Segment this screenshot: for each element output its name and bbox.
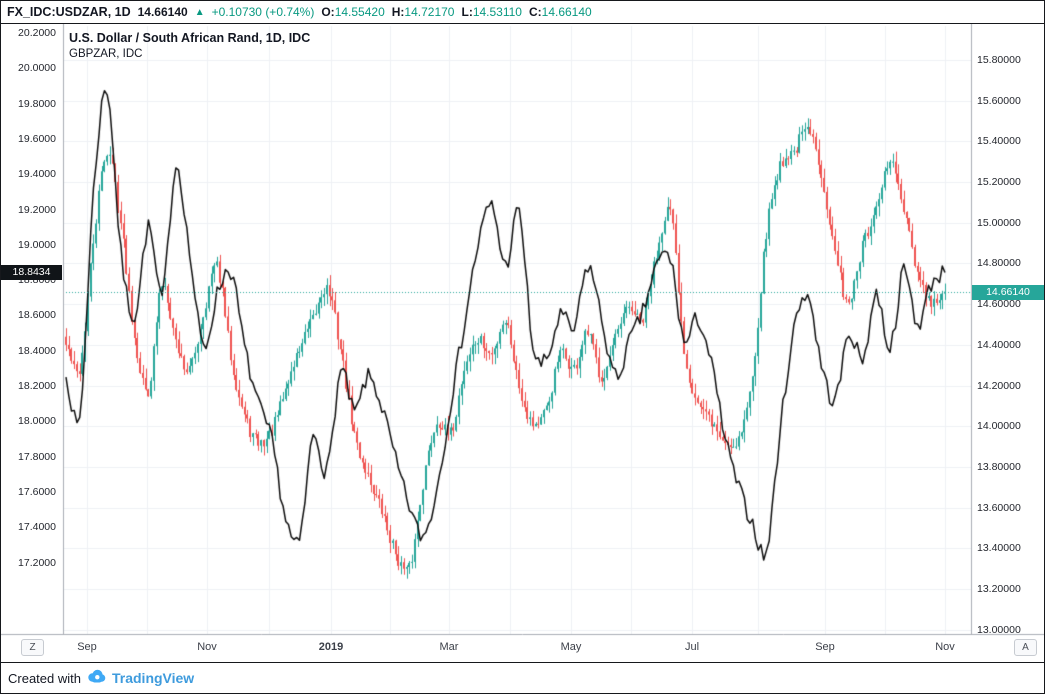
right-axis-tick: 14.80000 <box>977 257 1021 269</box>
time-axis-label: 2019 <box>318 641 344 653</box>
right-axis-tick: 15.60000 <box>977 95 1021 107</box>
close-value: 14.66140 <box>541 5 592 19</box>
tradingview-brand-link[interactable]: TradingView <box>111 670 195 686</box>
ohlc-close: C:14.66140 <box>529 5 592 19</box>
right-axis-tick: 14.60000 <box>977 298 1021 310</box>
left-axis-tick: 18.4000 <box>18 345 56 357</box>
left-axis-tick: 19.8000 <box>18 98 56 110</box>
left-axis-tick: 17.4000 <box>18 521 56 533</box>
time-axis-label: Nov <box>935 641 955 653</box>
price-change: +0.10730 (+0.74%) <box>211 5 315 19</box>
open-value: 14.55420 <box>334 5 385 19</box>
low-value: 14.53110 <box>472 5 522 19</box>
left-axis-tick: 17.2000 <box>18 557 56 569</box>
change-up-arrow-icon: ▲ <box>194 6 205 18</box>
ohlc-open: O:14.55420 <box>321 5 384 19</box>
right-axis-tick: 13.20000 <box>977 583 1021 595</box>
left-axis-tick: 19.0000 <box>18 239 56 251</box>
ohlc-high: H:14.72170 <box>392 5 455 19</box>
time-axis-label: Jul <box>684 641 700 653</box>
low-label: L: <box>461 5 473 19</box>
right-axis-tick: 15.20000 <box>977 176 1021 188</box>
legend-overlay-series[interactable]: GBPZAR, IDC <box>69 48 143 60</box>
symbol-info-bar: FX_IDC:USDZAR, 1D 14.66140 ▲ +0.10730 (+… <box>1 1 1044 24</box>
right-axis-tick: 14.40000 <box>977 339 1021 351</box>
left-axis-tick: 19.2000 <box>18 204 56 216</box>
last-price: 14.66140 <box>137 5 188 19</box>
left-axis-tick: 18.0000 <box>18 415 56 427</box>
attribution-footer: Created with TradingView <box>1 662 1044 693</box>
left-axis-tick: 18.6000 <box>18 309 56 321</box>
timezone-button[interactable]: Z <box>21 639 44 656</box>
left-axis-tick: 20.0000 <box>18 62 56 74</box>
open-label: O: <box>321 5 335 19</box>
left-axis-tick: 19.4000 <box>18 168 56 180</box>
right-axis-tick: 15.00000 <box>977 217 1021 229</box>
auto-scale-button[interactable]: A <box>1014 639 1037 656</box>
symbol-title[interactable]: FX_IDC:USDZAR, 1D <box>7 5 131 19</box>
right-axis-tick: 13.80000 <box>977 461 1021 473</box>
left-axis-tick: 18.2000 <box>18 380 56 392</box>
right-axis-tick: 15.80000 <box>977 54 1021 66</box>
right-price-badge: 14.66140 <box>972 285 1044 300</box>
left-axis-tick: 19.6000 <box>18 133 56 145</box>
left-axis-tick: 20.2000 <box>18 27 56 39</box>
time-axis-label: Nov <box>197 641 217 653</box>
created-with-text: Created with <box>8 670 81 686</box>
left-axis-tick: 17.8000 <box>18 451 56 463</box>
right-axis-tick: 14.20000 <box>977 380 1021 392</box>
time-axis-label: May <box>560 641 582 653</box>
time-axis-label: Mar <box>439 641 459 653</box>
right-axis-tick: 13.60000 <box>977 502 1021 514</box>
close-label: C: <box>528 5 542 19</box>
legend-main-series[interactable]: U.S. Dollar / South African Rand, 1D, ID… <box>69 31 311 45</box>
high-value: 14.72170 <box>404 5 455 19</box>
left-axis-tick: 17.6000 <box>18 486 56 498</box>
chart-area: 20.2000 20.0000 19.8000 19.6000 19.4000 19.20… <box>1 24 1044 662</box>
high-label: H: <box>391 5 405 19</box>
tradingview-logo-icon <box>86 669 107 688</box>
chart-legend: U.S. Dollar / South African Rand, 1D, ID… <box>69 31 310 60</box>
right-axis-tick: 15.40000 <box>977 135 1021 147</box>
right-axis-tick: 13.00000 <box>977 624 1021 636</box>
time-axis-label: Sep <box>77 641 97 653</box>
ohlc-low: L:14.53110 <box>461 5 522 19</box>
right-axis-tick: 13.40000 <box>977 542 1021 554</box>
chart-canvas[interactable] <box>1 24 1044 662</box>
time-axis-label: Sep <box>815 641 835 653</box>
left-price-badge: 18.8434 <box>1 265 62 280</box>
right-axis-tick: 14.00000 <box>977 420 1021 432</box>
